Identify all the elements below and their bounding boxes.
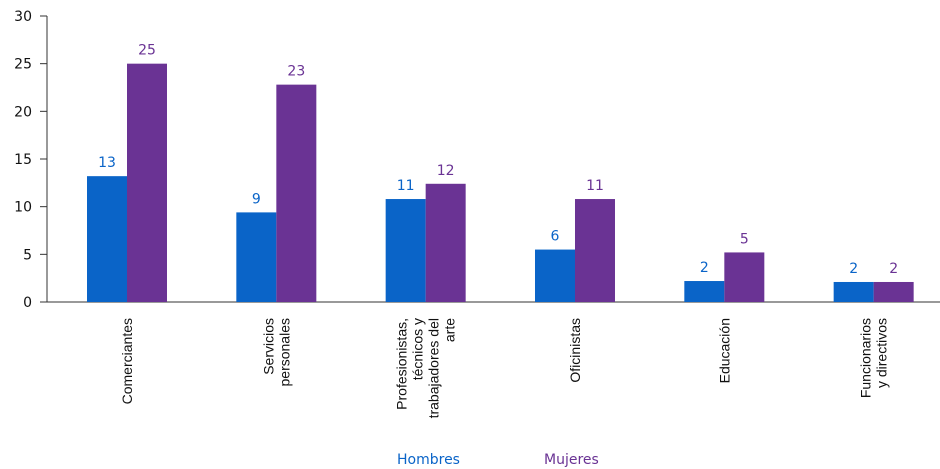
bar-hombres [534, 249, 575, 302]
data-label: 23 [287, 64, 305, 80]
data-label: 2 [700, 260, 709, 276]
category-label-line: Educación [716, 318, 732, 383]
bar-mujeres [724, 252, 765, 302]
legend-entry-mujeres: Mujeres [544, 452, 599, 468]
y-tick-label: 25 [14, 57, 32, 73]
category-label: Comerciantes [119, 318, 135, 404]
bar-hombres [833, 281, 874, 302]
category-label: Educación [716, 318, 732, 383]
y-tick-label: 5 [23, 247, 32, 263]
category-label: Profesionistas,técnicos ytrabajadores de… [394, 318, 458, 419]
category-labels: Comerciantes Serviciospersonales Profesion… [119, 318, 890, 419]
data-label: 6 [551, 229, 560, 245]
category-label: Oficinistas [567, 318, 583, 383]
bar-mujeres [425, 183, 466, 302]
category-label-line: Funcionarios [858, 318, 874, 398]
bar-mujeres [276, 84, 317, 302]
bar-hombres [385, 199, 426, 302]
category-label-line: arte [442, 318, 458, 342]
data-label: 25 [138, 43, 156, 59]
bar-hombres [684, 281, 725, 302]
data-label: 11 [586, 178, 604, 194]
category-label-line: personales [276, 318, 292, 387]
data-label: 2 [849, 261, 858, 277]
bar-hombres [236, 212, 277, 302]
category-label: Funcionariosy directivos [858, 318, 890, 398]
data-label: 2 [889, 261, 898, 277]
category-label-line: técnicos y [410, 318, 426, 380]
data-label: 12 [437, 163, 455, 179]
category-label-line: Comerciantes [119, 318, 135, 404]
legend-entry-hombres: Hombres [397, 452, 460, 468]
legend: Hombres Mujeres [0, 452, 940, 469]
data-label: 5 [740, 231, 749, 247]
category-label-line: Servicios [260, 318, 276, 375]
y-tick-label: 10 [14, 200, 32, 216]
data-label: 11 [397, 178, 415, 194]
category-label-line: y directivos [874, 318, 890, 388]
bar-hombres [87, 176, 127, 302]
bar-mujeres [574, 199, 615, 302]
category-label-line: Profesionistas, [394, 318, 410, 410]
y-tick-label: 30 [14, 9, 32, 25]
data-label: 13 [98, 155, 116, 171]
bar-mujeres [873, 281, 914, 302]
bars [87, 63, 914, 302]
category-label-line: Oficinistas [567, 318, 583, 383]
y-tick-label: 15 [14, 152, 32, 168]
category-label: Serviciospersonales [260, 318, 292, 387]
y-tick-label: 20 [14, 104, 32, 120]
y-tick-label: 0 [23, 295, 32, 311]
bar-mujeres [127, 63, 167, 302]
data-label: 9 [252, 191, 261, 207]
category-label-line: trabajadores del [426, 318, 442, 418]
